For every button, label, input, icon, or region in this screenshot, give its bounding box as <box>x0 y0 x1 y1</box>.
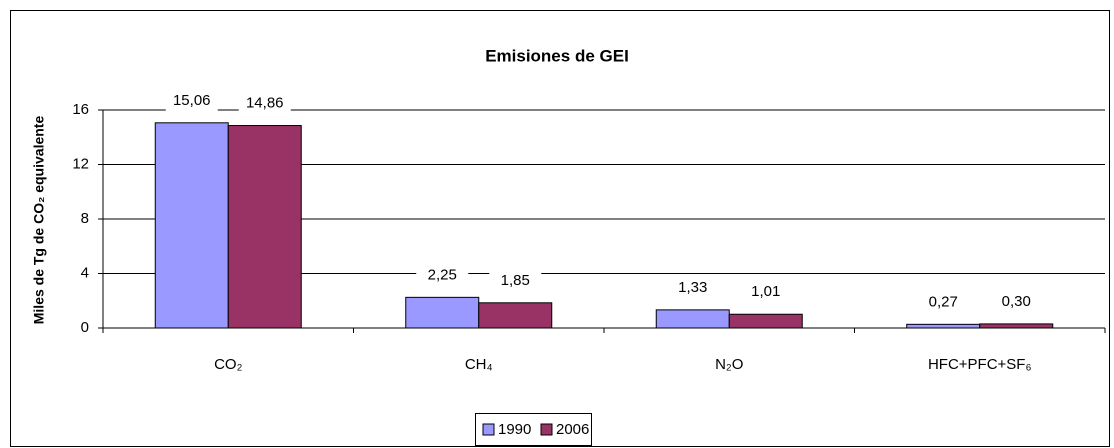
legend-label: 2006 <box>556 421 589 438</box>
legend-swatch <box>540 423 553 436</box>
x-tick-label: N₂O <box>715 356 743 373</box>
value-label: 2,25 <box>428 266 457 283</box>
y-tick-label: 4 <box>81 264 89 281</box>
value-label-bg <box>165 90 218 111</box>
value-label-bg <box>917 292 970 313</box>
bar <box>728 313 803 329</box>
y-tick-label: 0 <box>81 319 89 336</box>
value-label-bg <box>489 270 542 291</box>
bar <box>478 302 553 329</box>
value-label: 1,85 <box>501 272 530 289</box>
value-label: 1,01 <box>751 283 780 300</box>
bar <box>979 323 1054 329</box>
bar <box>227 125 302 329</box>
y-tick-label: 8 <box>81 210 89 227</box>
legend-swatch <box>482 423 495 436</box>
value-label: 1,33 <box>678 279 707 296</box>
y-axis-label: Miles de Tg de CO₂ equivalente <box>31 116 47 325</box>
value-label-bg <box>666 277 719 298</box>
value-label: 15,06 <box>173 92 211 109</box>
y-tick-label: 12 <box>72 155 89 172</box>
value-label-bg <box>238 93 291 114</box>
value-label-bg <box>990 291 1043 312</box>
bar <box>655 309 730 329</box>
legend-label: 1990 <box>498 421 531 438</box>
value-label-bg <box>739 282 792 303</box>
bar <box>405 296 480 329</box>
value-label: 0,30 <box>1002 293 1031 310</box>
value-label-bg <box>416 265 469 286</box>
x-tick-label: CH₄ <box>465 356 493 373</box>
x-tick-label: HFC+PFC+SF₆ <box>928 356 1032 373</box>
x-tick-label: CO₂ <box>214 356 243 373</box>
bar <box>906 323 981 329</box>
value-label: 0,27 <box>929 293 958 310</box>
bar <box>154 122 229 329</box>
chart-title: Emisiones de GEI <box>485 46 629 65</box>
legend-box <box>475 413 592 446</box>
value-label: 14,86 <box>246 95 284 112</box>
y-tick-label: 16 <box>72 101 89 118</box>
